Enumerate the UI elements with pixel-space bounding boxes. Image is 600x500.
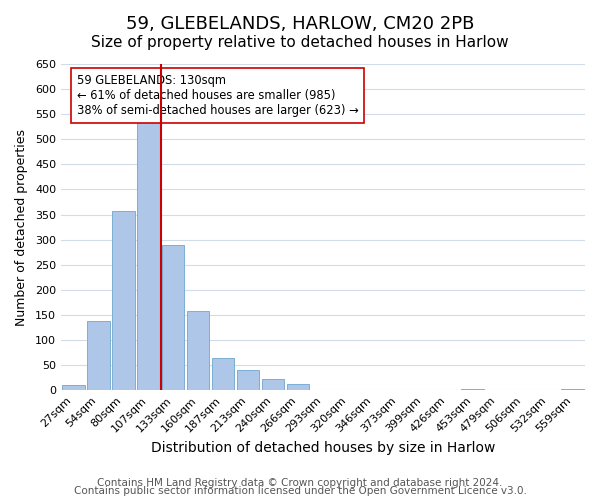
Bar	[287, 384, 309, 390]
Bar	[461, 388, 484, 390]
Text: 59, GLEBELANDS, HARLOW, CM20 2PB: 59, GLEBELANDS, HARLOW, CM20 2PB	[126, 15, 474, 33]
Bar	[212, 358, 235, 390]
Bar	[262, 379, 284, 390]
Bar	[162, 244, 184, 390]
Bar	[87, 322, 110, 390]
Text: Size of property relative to detached houses in Harlow: Size of property relative to detached ho…	[91, 35, 509, 50]
X-axis label: Distribution of detached houses by size in Harlow: Distribution of detached houses by size …	[151, 441, 495, 455]
Y-axis label: Number of detached properties: Number of detached properties	[15, 128, 28, 326]
Text: 59 GLEBELANDS: 130sqm
← 61% of detached houses are smaller (985)
38% of semi-det: 59 GLEBELANDS: 130sqm ← 61% of detached …	[77, 74, 358, 117]
Bar	[62, 385, 85, 390]
Bar	[237, 370, 259, 390]
Text: Contains public sector information licensed under the Open Government Licence v3: Contains public sector information licen…	[74, 486, 526, 496]
Bar	[112, 210, 134, 390]
Bar	[137, 122, 160, 390]
Bar	[187, 312, 209, 390]
Text: Contains HM Land Registry data © Crown copyright and database right 2024.: Contains HM Land Registry data © Crown c…	[97, 478, 503, 488]
Bar	[561, 388, 584, 390]
